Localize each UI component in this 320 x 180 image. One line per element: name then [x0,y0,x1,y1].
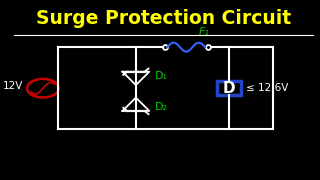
Text: Surge Protection Circuit: Surge Protection Circuit [36,9,291,28]
Text: F₁: F₁ [199,27,210,37]
Text: ≤ 12.6V: ≤ 12.6V [246,83,289,93]
Text: D₂: D₂ [155,102,168,112]
Bar [217,81,241,95]
Text: D₁: D₁ [155,71,168,81]
Text: D: D [222,81,235,96]
Text: 12V: 12V [3,80,23,91]
